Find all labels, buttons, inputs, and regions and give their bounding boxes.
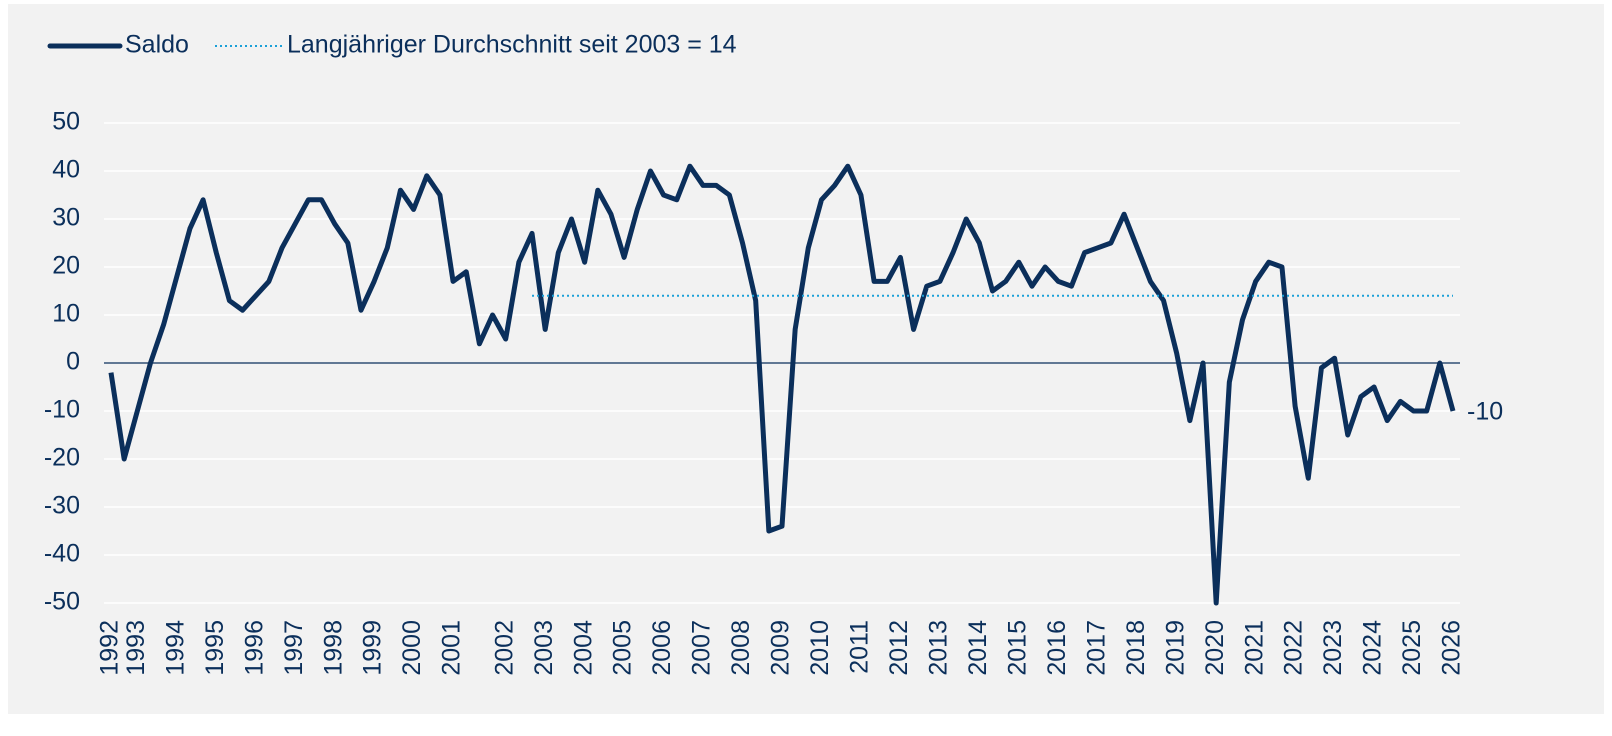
legend-label: Langjähriger Durchschnitt seit 2003 = 14 [287, 31, 737, 59]
x-tick-label: 1994 [161, 620, 189, 676]
x-tick-label: 2003 [530, 620, 558, 676]
x-tick-label: 2026 [1438, 620, 1466, 676]
x-tick-label: 2008 [727, 620, 755, 676]
x-tick-label: 2024 [1359, 620, 1387, 676]
y-tick-label: -30 [44, 492, 80, 520]
x-tick-label: 2018 [1122, 620, 1150, 676]
x-tick-label: 1996 [240, 620, 268, 676]
x-tick-label: 1997 [280, 620, 308, 676]
x-tick-label: 1999 [359, 620, 387, 676]
x-tick-label: 2022 [1280, 620, 1308, 676]
y-tick-label: -40 [44, 540, 80, 568]
data-line [108, 163, 1456, 606]
y-tick-label: 20 [52, 252, 80, 280]
y-tick-label: -20 [44, 444, 80, 472]
legend-label: Saldo [125, 31, 189, 59]
x-tick-label: 2007 [688, 620, 716, 676]
x-tick-label: 2016 [1043, 620, 1071, 676]
y-tick-label: 30 [52, 204, 80, 232]
x-tick-label: 2010 [806, 620, 834, 676]
x-tick-label: 2005 [609, 620, 637, 676]
x-tick-label: 2001 [438, 620, 466, 676]
x-tick-label: 2002 [490, 620, 518, 676]
y-tick-label: -50 [44, 588, 80, 616]
x-tick-label: 2020 [1201, 620, 1229, 676]
x-tick-label: 2019 [1161, 620, 1189, 676]
x-tick-label: 2012 [885, 620, 913, 676]
x-tick-label: 2013 [924, 620, 952, 676]
x-tick-label: 2023 [1319, 620, 1347, 676]
x-tick-label: 2014 [964, 620, 992, 676]
end-value-label: -10 [1467, 398, 1503, 426]
y-tick-label: -10 [44, 396, 80, 424]
y-tick-label: 0 [66, 348, 80, 376]
x-tick-label: 1995 [201, 620, 229, 676]
x-tick-label: 2021 [1240, 620, 1268, 676]
x-tick-label: 2006 [648, 620, 676, 676]
x-tick-label: 1993 [122, 620, 150, 676]
x-tick-label: 2025 [1398, 620, 1426, 676]
y-tick-label: 40 [52, 156, 80, 184]
x-tick-label: 1992 [96, 620, 124, 676]
y-tick-label: 10 [52, 300, 80, 328]
y-tick-label: 50 [52, 108, 80, 136]
x-tick-label: 2011 [846, 620, 874, 674]
x-tick-label: 1998 [319, 620, 347, 676]
background [8, 4, 1604, 714]
x-tick-label: 2017 [1082, 620, 1110, 676]
x-tick-label: 2004 [569, 620, 597, 676]
x-tick-label: 2015 [1003, 620, 1031, 676]
x-tick-label: 2000 [398, 620, 426, 676]
x-tick-label: 2009 [767, 620, 795, 676]
